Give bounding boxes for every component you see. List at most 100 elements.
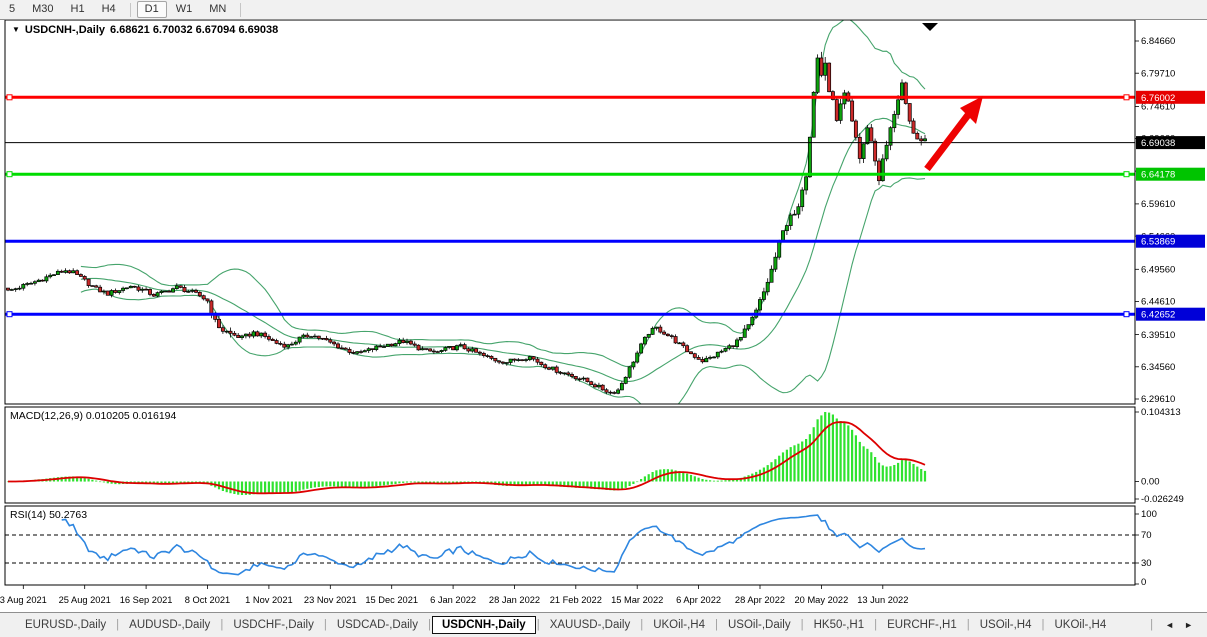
tab-separator: | [220,619,224,631]
scroll-left-icon[interactable]: ◄ [1165,620,1175,630]
timeframe-button-d1[interactable]: D1 [136,1,167,18]
symbol-tab-xauusd-daily[interactable]: XAUUSD-,Daily [549,619,631,631]
symbol-tab-ukoil-h4[interactable]: UKOil-,H4 [653,619,705,631]
symbol-tab-ukoil-h4[interactable]: UKOil-,H4 [1054,619,1107,631]
chart-canvas[interactable]: 6.84660 6.79710 6.74610 6.69660 6.64660 … [0,0,1207,617]
date-axis-tick: 15 Dec 2021 [365,595,418,605]
trend-arrow-annotation[interactable] [924,96,983,172]
timeframe-button-h1[interactable]: H1 [70,3,85,15]
price-level-badge: 6.76002 [1136,90,1205,104]
rsi-axis-tick: 70 [1141,530,1152,541]
date-axis-tick: 13 Jun 2022 [857,595,908,605]
price-axis-tick: 6.79710 [1141,68,1175,79]
main-panel-border [4,19,1136,405]
date-axis-tick: 20 May 2022 [795,595,849,605]
svg-text:6.69038: 6.69038 [1141,138,1175,149]
symbol-tab-usdcad-daily[interactable]: USDCAD-,Daily [336,619,418,631]
hline-handle[interactable] [1123,311,1130,318]
price-level-badge: 6.64178 [1136,167,1205,181]
date-axis-tick: 25 Aug 2021 [59,595,111,605]
tab-separator: | [323,619,327,631]
tab-separator: | [536,619,540,631]
symbol-tab-audusd-daily[interactable]: AUDUSD-,Daily [129,619,211,631]
symbol-tab-usdcnh-daily[interactable]: USDCNH-,Daily [431,616,536,634]
hline-handle[interactable] [1123,94,1130,101]
tab-separator: | [640,619,644,631]
date-axis-tick: 8 Oct 2021 [185,595,230,605]
timeframe-button-m30[interactable]: M30 [32,3,54,15]
tab-separator: | [874,619,878,631]
chart-ohlc-values: 6.68621 6.70032 6.67094 6.69038 [110,24,279,36]
main-plot [5,20,1135,404]
date-axis-tick: 15 Mar 2022 [611,595,663,605]
macd-axis-tick: -0.026249 [1141,494,1184,505]
price-axis-tick: 6.39510 [1141,330,1175,341]
tab-separator: | [1150,619,1154,631]
date-axis-tick: 28 Jan 2022 [489,595,540,605]
candles-layer [6,51,927,395]
date-axis-tick: 6 Apr 2022 [676,595,721,605]
rsi-indicator-label: RSI(14) 50.2763 [10,509,88,521]
timeframe-button-w1[interactable]: W1 [175,3,193,15]
tab-separator: | [714,619,718,631]
svg-text:6.76002: 6.76002 [1141,93,1175,104]
date-axis-tick: 1 Nov 2021 [245,595,293,605]
current-bar-marker-icon [922,23,938,31]
rsi-axis-tick: 0 [1141,577,1146,588]
price-axis-tick: 6.84660 [1141,36,1175,47]
symbol-tab-usoil-daily[interactable]: USOil-,Daily [727,619,791,631]
tab-separator: | [427,619,431,631]
rsi-panel-border [4,505,1136,586]
chart-title: ▼ USDCNH-,Daily 6.68621 6.70032 6.67094 … [12,24,278,36]
date-axis-tick: 16 Sep 2021 [120,595,173,605]
timeframe-button-5[interactable]: 5 [9,3,16,15]
symbol-tab-usdchf-daily[interactable]: USDCHF-,Daily [233,619,314,631]
price-level-badge: 6.69038 [1136,136,1205,150]
tab-separator: | [966,619,970,631]
price-axis-tick: 6.74610 [1141,102,1175,113]
toolbar-separator [129,2,131,17]
hline-handle[interactable] [6,311,13,318]
chart-svg[interactable]: 6.84660 6.79710 6.74610 6.69660 6.64660 … [0,0,1207,612]
macd-indicator-label: MACD(12,26,9) 0.010205 0.016194 [10,410,177,422]
hline-handle[interactable] [6,171,13,178]
svg-text:6.42652: 6.42652 [1141,310,1175,321]
hline-handle[interactable] [6,94,13,101]
macd-axis-tick: 0.00 [1141,477,1160,488]
timeframe-button-h4[interactable]: H4 [101,3,116,15]
rsi-axis: 100 70 30 0 [1135,509,1157,588]
svg-text:6.53869: 6.53869 [1141,237,1175,248]
price-axis-tick: 6.59610 [1141,199,1175,210]
macd-histogram [6,412,927,495]
symbol-tab-eurchf-h1[interactable]: EURCHF-,H1 [887,619,957,631]
dropdown-triangle-icon[interactable]: ▼ [12,25,20,34]
rsi-axis-tick: 30 [1141,558,1152,569]
price-level-badge: 6.53869 [1136,234,1205,248]
macd-axis-tick: 0.104313 [1141,407,1181,418]
date-axis-tick: 6 Jan 2022 [430,595,476,605]
timeframe-button-mn[interactable]: MN [209,3,227,15]
symbol-tab-bar: EURUSD-,Daily | AUDUSD-,Daily | USDCHF-,Dail… [0,612,1207,637]
price-level-badges: 6.76002 6.69038 6.64178 6.53869 6.42652 [1136,90,1205,321]
rsi-plot [5,514,1135,576]
date-axis-tick: 23 Nov 2021 [304,595,357,605]
macd-axis: 0.104313 0.00 -0.026249 [1135,407,1184,505]
tab-separator: | [1041,619,1045,631]
time-axis: 3 Aug 2021 25 Aug 2021 16 Sep 2021 8 Oct… [0,585,908,605]
date-axis-tick: 21 Feb 2022 [550,595,602,605]
price-axis-tick: 6.44610 [1141,297,1175,308]
symbol-tab-eurusd-daily[interactable]: EURUSD-,Daily [25,619,107,631]
symbol-tab-usoil-h4[interactable]: USOil-,H4 [979,619,1032,631]
timeframe-toolbar: 5 M30 H1 H4 D1 W1 MN [0,0,1207,20]
symbol-tab-hk50-h1[interactable]: HK50-,H1 [813,619,865,631]
toolbar-separator [240,2,242,17]
hline-handle[interactable] [1123,171,1130,178]
chart-symbol-label: USDCNH-,Daily [24,24,105,36]
scroll-right-icon[interactable]: ► [1184,620,1193,630]
svg-text:6.64178: 6.64178 [1141,170,1175,181]
price-level-badge: 6.42652 [1136,307,1205,321]
date-axis-tick: 3 Aug 2021 [0,595,47,605]
price-axis-tick: 6.49560 [1141,265,1175,276]
chart-area[interactable]: 6.84660 6.79710 6.74610 6.69660 6.64660 … [0,0,1207,612]
